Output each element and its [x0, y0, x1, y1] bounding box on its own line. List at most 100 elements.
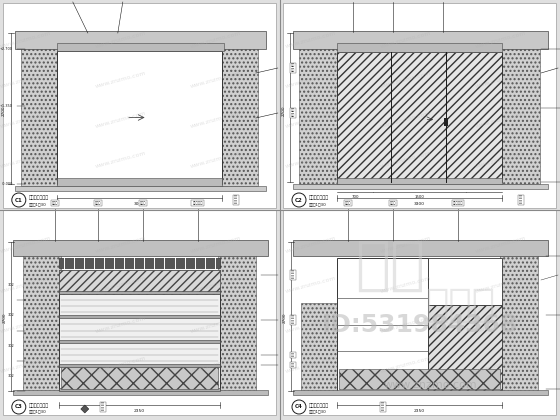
Bar — [61, 367, 218, 389]
Bar — [57, 178, 222, 186]
Bar — [444, 118, 448, 126]
Text: 2700: 2700 — [282, 105, 286, 116]
Text: 木方
龙骨: 木方 龙骨 — [101, 403, 105, 411]
Text: 比例：1：30: 比例：1：30 — [309, 409, 326, 413]
Text: C1: C1 — [15, 197, 22, 202]
Bar — [3, 3, 276, 208]
Text: www.znzmo.com: www.znzmo.com — [475, 151, 527, 169]
Bar — [293, 184, 548, 189]
Text: 木龙骨: 木龙骨 — [95, 201, 101, 205]
Bar — [337, 43, 502, 52]
Bar — [59, 364, 220, 367]
Text: 木方
龙骨: 木方 龙骨 — [519, 196, 523, 204]
Bar — [299, 37, 339, 184]
Text: 木方
龙骨: 木方 龙骨 — [291, 64, 295, 72]
Text: www.znzmo.com: www.znzmo.com — [380, 31, 432, 49]
Text: 木方
龙骨: 木方 龙骨 — [381, 403, 385, 411]
Text: www.znzmo.com: www.znzmo.com — [0, 71, 52, 89]
Text: www.znzmo.com: www.znzmo.com — [190, 236, 242, 254]
Text: www.znzmo.com: www.znzmo.com — [285, 236, 337, 254]
Text: 木龙骨: 木龙骨 — [390, 201, 396, 205]
Text: www.znzmo.com: www.znzmo.com — [0, 151, 52, 169]
Bar — [3, 210, 276, 415]
Text: www.znzmo.com: www.znzmo.com — [285, 111, 337, 129]
Text: 3000: 3000 — [134, 202, 145, 206]
Circle shape — [292, 400, 306, 414]
Text: www.znzmo.com: www.znzmo.com — [95, 71, 147, 89]
Text: ID:531984368: ID:531984368 — [322, 313, 518, 337]
Text: www.znzmo.com: www.znzmo.com — [95, 316, 147, 334]
Bar — [337, 52, 502, 182]
Bar — [59, 291, 220, 294]
Text: C4: C4 — [295, 404, 303, 410]
Polygon shape — [81, 405, 89, 413]
Bar — [293, 240, 548, 256]
Bar — [59, 340, 220, 343]
Text: www.znzmo.com: www.znzmo.com — [190, 71, 242, 89]
Text: www.znzmo.com: www.znzmo.com — [380, 276, 432, 294]
Text: www.znzmo.com: www.znzmo.com — [475, 71, 527, 89]
Circle shape — [12, 193, 26, 207]
Text: 木方
龙骨: 木方 龙骨 — [234, 196, 238, 204]
Text: www.znzmo.com: www.znzmo.com — [285, 276, 337, 294]
Bar — [21, 36, 59, 186]
Text: 302: 302 — [8, 374, 15, 378]
Bar — [293, 390, 548, 395]
Text: +1.350: +1.350 — [0, 104, 13, 108]
Text: www.znzmo.com: www.znzmo.com — [0, 31, 52, 49]
Circle shape — [12, 400, 26, 414]
Text: 2700: 2700 — [2, 105, 6, 116]
Text: www.znzmo.com: www.znzmo.com — [380, 236, 432, 254]
Text: www.znzmo.com: www.znzmo.com — [475, 356, 527, 374]
Text: 隔板材料说明: 隔板材料说明 — [193, 201, 203, 205]
Bar — [13, 390, 268, 395]
Bar — [283, 3, 556, 208]
Text: www.znzmo.com: www.znzmo.com — [95, 111, 147, 129]
Text: 尺寸: 尺寸 — [291, 363, 295, 367]
Text: 百叶格: 百叶格 — [139, 201, 146, 205]
Text: www.znzmo.com: www.znzmo.com — [285, 71, 337, 89]
Text: 2700: 2700 — [283, 312, 287, 323]
Text: www.znzmo.com: www.znzmo.com — [95, 31, 147, 49]
Bar — [500, 243, 538, 393]
Bar — [428, 258, 502, 304]
Bar — [337, 178, 502, 184]
Text: 尺寸: 尺寸 — [291, 353, 295, 357]
Text: www.znzmo.com: www.znzmo.com — [285, 151, 337, 169]
Text: www.znzmo.com: www.znzmo.com — [285, 356, 337, 374]
Bar — [15, 186, 266, 191]
Text: 隔板材料说明: 隔板材料说明 — [452, 201, 463, 205]
Bar — [428, 304, 502, 391]
Text: www.znzmo.com: www.znzmo.com — [285, 316, 337, 334]
Bar — [500, 37, 540, 184]
Text: 木方
龙骨: 木方 龙骨 — [291, 271, 295, 279]
Text: www.znzmo.com: www.znzmo.com — [0, 111, 52, 129]
Text: www.znzmo.com: www.znzmo.com — [0, 356, 52, 374]
Text: 正面一层立面图: 正面一层立面图 — [309, 195, 329, 200]
Text: www.znzmo.com: www.znzmo.com — [475, 276, 527, 294]
Bar — [339, 369, 500, 389]
Bar — [293, 31, 548, 49]
Text: C3: C3 — [15, 404, 23, 410]
Text: www.znzmo.com: www.znzmo.com — [380, 316, 432, 334]
Text: 知末: 知末 — [355, 236, 425, 294]
Text: 302: 302 — [8, 313, 15, 318]
Text: 木方
龙骨: 木方 龙骨 — [291, 109, 295, 117]
Text: 正面一层立面图: 正面一层立面图 — [29, 195, 49, 200]
Text: 2350: 2350 — [134, 409, 145, 413]
Bar — [301, 303, 339, 393]
Text: www.znzmo.com: www.znzmo.com — [0, 276, 52, 294]
Text: www.znzmo.com: www.znzmo.com — [380, 111, 432, 129]
Text: 比例：1：30: 比例：1：30 — [29, 202, 46, 206]
Bar — [13, 240, 268, 256]
Text: www.znzmo.com: www.znzmo.com — [475, 316, 527, 334]
Text: 比例：1：30: 比例：1：30 — [309, 202, 326, 206]
Text: www.znzmo.com: www.znzmo.com — [0, 236, 52, 254]
Text: www.znzmo.com: www.znzmo.com — [380, 71, 432, 89]
Text: www.znzmo.com: www.znzmo.com — [190, 111, 242, 129]
Bar — [337, 258, 428, 391]
Bar — [218, 243, 256, 393]
Bar — [283, 210, 556, 415]
Bar — [59, 388, 220, 391]
Bar — [59, 258, 220, 268]
